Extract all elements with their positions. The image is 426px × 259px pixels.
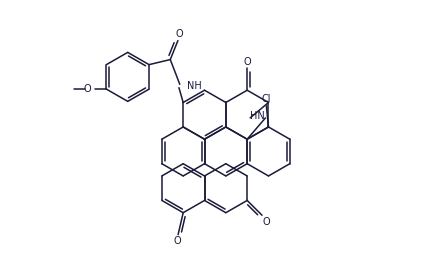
- Text: NH: NH: [187, 81, 201, 91]
- Text: O: O: [173, 236, 181, 246]
- Text: O: O: [176, 29, 184, 39]
- Text: O: O: [262, 217, 270, 227]
- Text: O: O: [243, 56, 251, 67]
- Text: O: O: [84, 84, 92, 94]
- Text: HN: HN: [250, 111, 265, 121]
- Text: Cl: Cl: [262, 94, 271, 104]
